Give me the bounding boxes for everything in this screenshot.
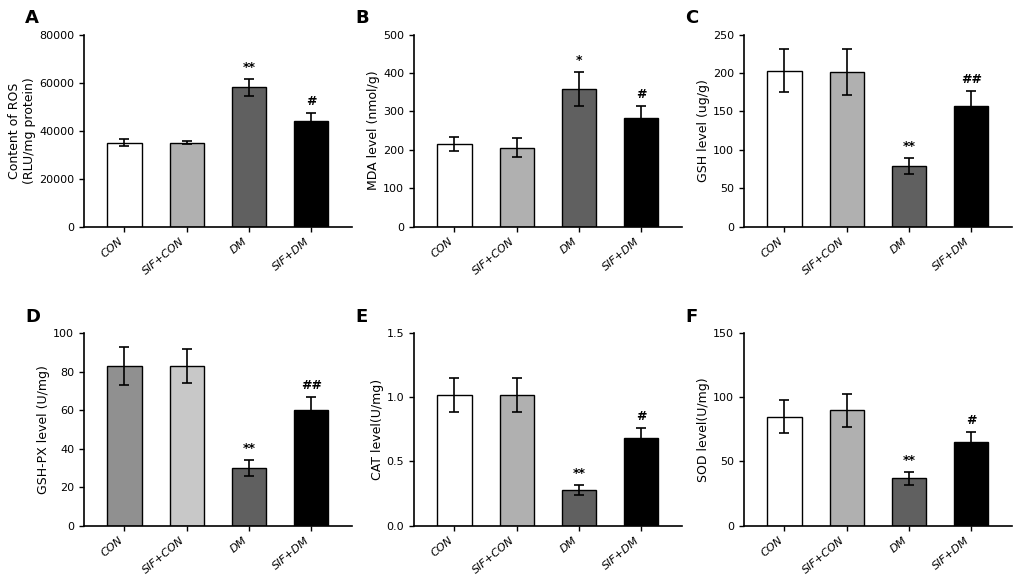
- Bar: [499, 395, 533, 526]
- Text: D: D: [25, 308, 40, 326]
- Bar: [437, 144, 471, 227]
- Text: **: **: [243, 443, 255, 456]
- Bar: [891, 166, 925, 227]
- Bar: [624, 439, 657, 526]
- Text: #: #: [965, 414, 975, 427]
- Bar: [766, 416, 801, 526]
- Text: ##: ##: [301, 379, 321, 392]
- Bar: [231, 88, 266, 227]
- Text: F: F: [685, 308, 697, 326]
- Text: #: #: [306, 95, 316, 107]
- Bar: [561, 89, 595, 227]
- Text: **: **: [243, 61, 255, 74]
- Bar: [169, 142, 204, 227]
- Bar: [766, 71, 801, 227]
- Y-axis label: SOD level(U/mg): SOD level(U/mg): [697, 377, 710, 482]
- Text: E: E: [355, 308, 367, 326]
- Text: #: #: [635, 411, 646, 423]
- Bar: [953, 106, 987, 227]
- Bar: [107, 366, 142, 526]
- Bar: [828, 72, 863, 227]
- Y-axis label: Content of ROS
(RLU/mg protein): Content of ROS (RLU/mg protein): [8, 77, 37, 184]
- Bar: [293, 411, 328, 526]
- Bar: [561, 489, 595, 526]
- Bar: [231, 468, 266, 526]
- Text: **: **: [902, 140, 914, 154]
- Bar: [293, 121, 328, 227]
- Y-axis label: CAT level(U/mg): CAT level(U/mg): [371, 379, 383, 480]
- Bar: [107, 142, 142, 227]
- Text: B: B: [355, 9, 368, 27]
- Bar: [624, 118, 657, 227]
- Y-axis label: MDA level (nmol/g): MDA level (nmol/g): [367, 71, 380, 190]
- Text: **: **: [902, 454, 914, 467]
- Bar: [437, 395, 471, 526]
- Text: #: #: [635, 88, 646, 101]
- Text: **: **: [572, 467, 585, 479]
- Text: *: *: [575, 54, 582, 67]
- Bar: [828, 411, 863, 526]
- Text: A: A: [25, 9, 39, 27]
- Bar: [891, 478, 925, 526]
- Y-axis label: GSH-PX level (U/mg): GSH-PX level (U/mg): [38, 365, 50, 494]
- Text: ##: ##: [960, 73, 980, 86]
- Bar: [499, 148, 533, 227]
- Bar: [953, 442, 987, 526]
- Text: C: C: [685, 9, 698, 27]
- Y-axis label: GSH level (ug/g): GSH level (ug/g): [697, 79, 709, 182]
- Bar: [169, 366, 204, 526]
